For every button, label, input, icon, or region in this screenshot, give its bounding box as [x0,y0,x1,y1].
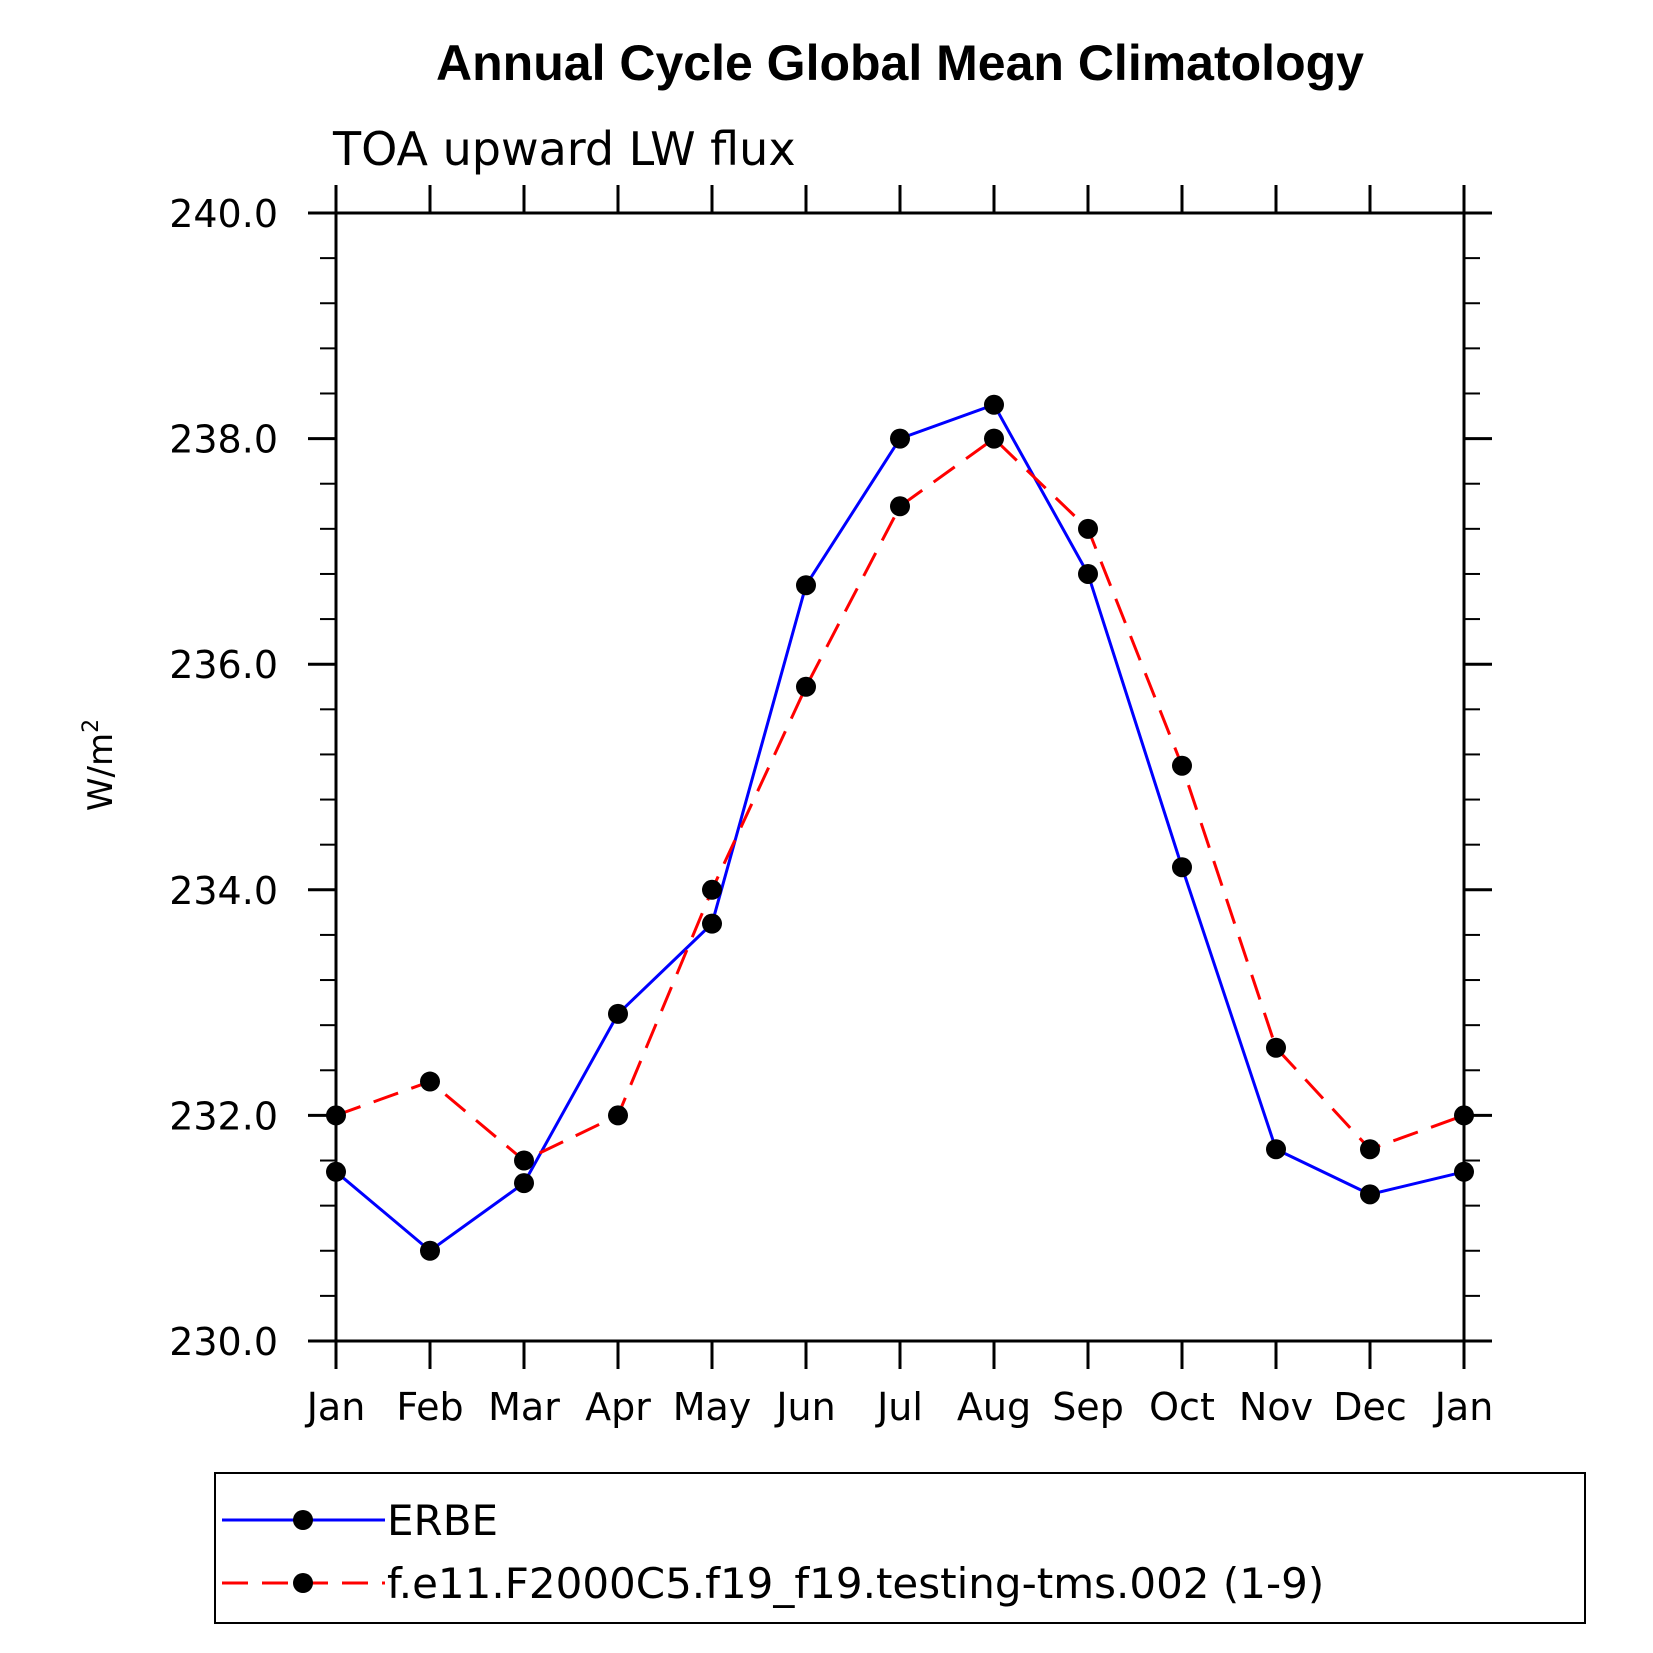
y-tick-label: 238.0 [169,418,278,462]
data-point [1172,857,1192,878]
x-tick-label: Aug [957,1385,1031,1429]
data-point [514,1150,534,1171]
x-tick-label: Jun [774,1385,835,1429]
y-tick-label: 240.0 [169,192,278,236]
data-point [1454,1161,1474,1182]
data-point [420,1240,440,1261]
data-point [1078,563,1098,584]
x-tick-label: Mar [488,1385,560,1429]
legend-label: ERBE [387,1496,498,1545]
x-tick-label: Dec [1333,1385,1407,1429]
data-point [326,1161,346,1182]
series-line [335,402,1465,1253]
data-point [608,1105,628,1126]
plot-frame [334,211,1466,1343]
series-line [335,436,1465,1163]
data-point [1360,1184,1380,1205]
legend-marker [293,1510,313,1530]
y-axis-label-text: W/m2 [79,719,121,811]
data-point [702,879,722,900]
x-tick-label: Sep [1052,1385,1124,1429]
data-point [1266,1139,1286,1160]
data-point [326,1105,346,1126]
legend: ERBE f.e11.F2000C5.f19_f19.testing-tms.00… [214,1472,1586,1624]
data-point [1078,518,1098,539]
x-tick-label: Jan [305,1385,366,1429]
x-tick-label: Nov [1239,1385,1313,1429]
y-tick-label: 236.0 [169,643,278,687]
x-tick-label: May [673,1385,752,1429]
data-point [890,496,910,517]
y-axis-label: W/m2 [79,719,121,811]
chart-subtitle: TOA upward LW flux [332,122,796,176]
data-point [702,913,722,934]
y-tick-label: 230.0 [169,1320,278,1364]
data-point [984,428,1004,449]
x-tick-label: Jan [1433,1385,1494,1429]
x-tick-label: Feb [396,1385,463,1429]
data-point [420,1071,440,1092]
x-tick-label: Oct [1149,1385,1215,1429]
legend-box [214,1472,1586,1624]
series-layer [326,394,1474,1261]
chart-title: Annual Cycle Global Mean Climatology [436,35,1364,91]
legend-marker [293,1573,313,1593]
data-point [796,575,816,596]
data-point [1454,1105,1474,1126]
data-point [890,428,910,449]
data-point [984,394,1004,415]
minor-ticks [320,257,1480,1297]
x-tick-label: Apr [585,1385,651,1429]
data-point [796,676,816,697]
y-tick-label: 234.0 [169,869,278,913]
data-point [514,1173,534,1194]
x-tick-label: Jul [875,1385,923,1429]
legend-entries: ERBE f.e11.F2000C5.f19_f19.testing-tms.00… [222,1496,1324,1608]
major-ticks [308,185,1492,1369]
y-tick-label: 232.0 [169,1094,278,1138]
data-point [1266,1037,1286,1058]
x-tick-labels: Jan Feb Mar Apr May Jun Jul Aug Sep Oct Nov Dec Jan [305,1385,1494,1429]
data-point [1360,1139,1380,1160]
y-tick-labels: 230.0 232.0 234.0 236.0 238.0 240.0 [169,192,278,1364]
legend-label: f.e11.F2000C5.f19_f19.testing-tms.002 (1… [387,1559,1324,1608]
data-point [608,1003,628,1024]
data-point [1172,755,1192,776]
